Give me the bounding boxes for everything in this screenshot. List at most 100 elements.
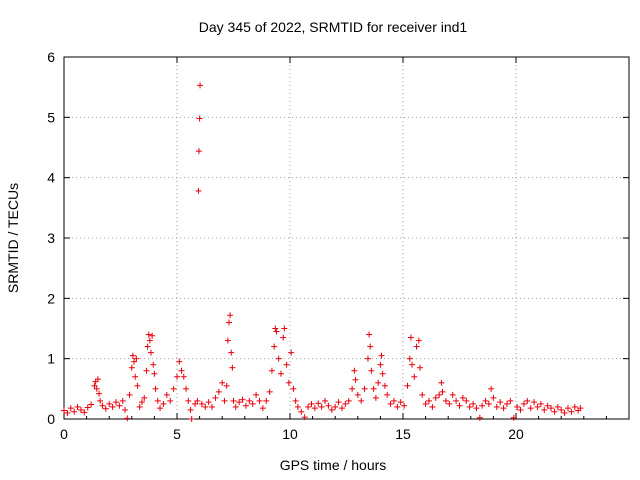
data-point bbox=[259, 405, 266, 412]
data-point bbox=[67, 405, 74, 412]
data-point bbox=[242, 402, 249, 409]
data-point bbox=[318, 403, 325, 410]
data-point bbox=[406, 355, 413, 362]
data-point bbox=[131, 358, 138, 365]
data-point bbox=[473, 405, 480, 412]
data-point bbox=[514, 403, 521, 410]
data-point bbox=[411, 373, 418, 380]
data-point bbox=[466, 403, 473, 410]
data-point bbox=[152, 385, 159, 392]
data-point bbox=[577, 405, 584, 412]
data-point bbox=[227, 312, 234, 319]
data-point bbox=[534, 403, 541, 410]
data-point bbox=[178, 367, 185, 374]
data-point bbox=[387, 400, 394, 407]
x-tick-label: 5 bbox=[173, 426, 181, 442]
data-point bbox=[375, 379, 382, 386]
data-point bbox=[416, 364, 423, 371]
data-point bbox=[407, 334, 414, 341]
data-point bbox=[224, 337, 231, 344]
data-point bbox=[129, 352, 136, 359]
x-tick-label: 0 bbox=[60, 426, 68, 442]
data-point bbox=[571, 403, 578, 410]
data-point bbox=[277, 370, 284, 377]
data-point bbox=[212, 394, 219, 401]
data-point bbox=[520, 400, 527, 407]
data-point bbox=[151, 370, 158, 377]
data-point bbox=[558, 406, 565, 413]
data-point bbox=[145, 331, 152, 338]
data-point bbox=[367, 343, 374, 350]
data-point bbox=[146, 337, 153, 344]
data-point bbox=[176, 358, 183, 365]
data-point bbox=[116, 402, 123, 409]
data-point bbox=[112, 399, 119, 406]
data-point bbox=[409, 361, 416, 368]
data-point bbox=[128, 364, 135, 371]
chart-title: Day 345 of 2022, SRMTID for receiver ind… bbox=[199, 19, 468, 35]
data-point bbox=[425, 397, 432, 404]
data-point bbox=[192, 400, 199, 407]
data-point bbox=[500, 405, 507, 412]
data-point bbox=[126, 391, 133, 398]
axis-ticks: 0 5 10 15 20 0 1 2 3 4 5 6 bbox=[47, 49, 629, 442]
data-point bbox=[415, 337, 422, 344]
data-point bbox=[232, 403, 239, 410]
data-point bbox=[397, 399, 404, 406]
data-point bbox=[133, 355, 140, 362]
data-point bbox=[209, 403, 216, 410]
data-point bbox=[275, 355, 282, 362]
data-point bbox=[81, 409, 88, 416]
data-point bbox=[228, 349, 235, 356]
x-tick-label: 20 bbox=[508, 426, 524, 442]
data-point bbox=[160, 400, 167, 407]
data-point bbox=[187, 406, 194, 413]
data-point bbox=[266, 388, 273, 395]
data-point bbox=[256, 397, 263, 404]
data-point bbox=[349, 385, 356, 392]
data-point bbox=[470, 400, 477, 407]
data-point bbox=[485, 400, 492, 407]
data-point bbox=[332, 403, 339, 410]
data-point bbox=[180, 373, 187, 380]
data-point bbox=[432, 394, 439, 401]
data-point bbox=[404, 382, 411, 389]
data-point bbox=[97, 397, 104, 404]
data-point bbox=[221, 397, 228, 404]
data-point bbox=[328, 406, 335, 413]
data-point bbox=[368, 367, 375, 374]
data-point bbox=[463, 397, 470, 404]
y-tick-label: 4 bbox=[47, 170, 55, 186]
data-point bbox=[281, 325, 288, 332]
data-point bbox=[422, 400, 429, 407]
data-point bbox=[390, 397, 397, 404]
data-point bbox=[253, 391, 260, 398]
data-point bbox=[215, 388, 222, 395]
data-point bbox=[490, 394, 497, 401]
data-point bbox=[394, 403, 401, 410]
data-point bbox=[263, 397, 270, 404]
y-tick-label: 5 bbox=[47, 109, 55, 125]
data-point bbox=[476, 414, 483, 421]
data-point bbox=[198, 400, 205, 407]
grid bbox=[64, 57, 629, 419]
data-point bbox=[517, 406, 524, 413]
data-point bbox=[561, 409, 568, 416]
data-point bbox=[195, 187, 202, 194]
data-point bbox=[229, 364, 236, 371]
data-point bbox=[119, 397, 126, 404]
data-point bbox=[61, 407, 67, 414]
data-point bbox=[268, 367, 275, 374]
data-point bbox=[305, 403, 312, 410]
data-point bbox=[77, 406, 84, 413]
data-point bbox=[149, 332, 156, 339]
data-point bbox=[195, 148, 202, 155]
data-points bbox=[61, 82, 584, 422]
data-point bbox=[194, 397, 201, 404]
data-point bbox=[288, 349, 295, 356]
data-point bbox=[479, 402, 486, 409]
data-point bbox=[246, 397, 253, 404]
data-point bbox=[93, 385, 100, 392]
data-point bbox=[429, 403, 436, 410]
data-point bbox=[488, 385, 495, 392]
